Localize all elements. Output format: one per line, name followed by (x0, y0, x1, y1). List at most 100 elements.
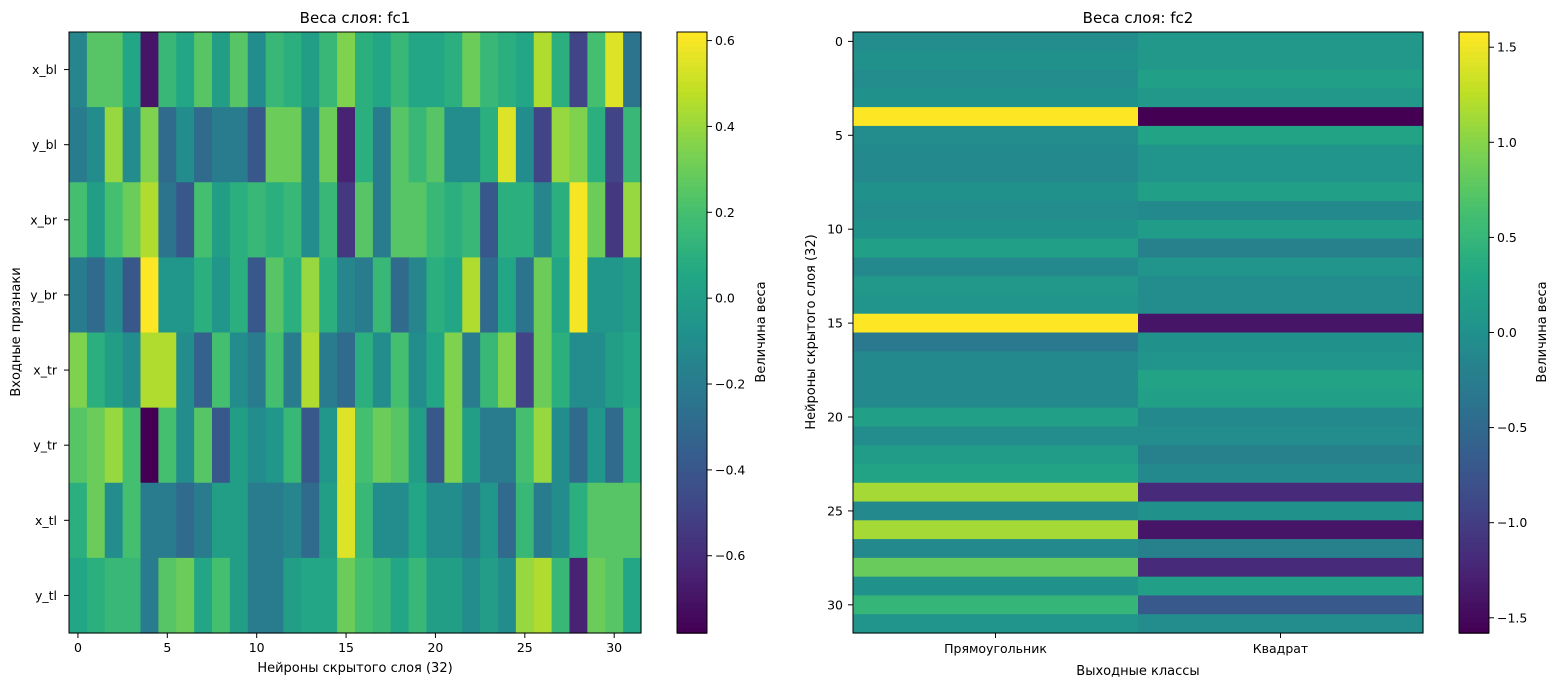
heatmap-cell (853, 238, 1139, 258)
heatmap-cell (69, 182, 88, 258)
colorbar-segment (677, 602, 707, 609)
colorbar-segment (1459, 392, 1489, 399)
colorbar-segment (677, 162, 707, 169)
heatmap-cell (853, 370, 1139, 390)
heatmap-cell (605, 257, 624, 334)
colorbar-segment (677, 237, 707, 244)
heatmap-cell (533, 332, 553, 409)
colorbar-segment (1459, 52, 1489, 58)
colorbar-segment (677, 192, 707, 199)
heatmap-cell (212, 407, 231, 484)
heatmap-cell (283, 332, 302, 409)
colorbar-segment (677, 107, 707, 113)
heatmap-cell (605, 557, 624, 634)
heatmap-cell (158, 557, 177, 634)
colorbar-segment (1459, 382, 1489, 389)
heatmap-cell (265, 407, 285, 484)
heatmap-cell (569, 107, 588, 183)
heatmap-cell (1138, 313, 1424, 334)
heatmap-cell (623, 182, 642, 258)
colorbar-segment (1459, 557, 1489, 564)
colorbar-segment (1459, 247, 1489, 254)
colorbar-segment (1459, 577, 1489, 584)
colorbar-segment (677, 352, 707, 359)
heatmap-cell (194, 182, 213, 258)
y-tick-label: 20 (827, 410, 843, 425)
heatmap-cell (390, 332, 410, 409)
colorbar-segment (677, 502, 707, 509)
colorbar-tick-label: −0.2 (715, 377, 745, 392)
x-tick-label: 5 (163, 640, 171, 655)
heatmap-cell (158, 107, 177, 183)
heatmap-cell (462, 407, 481, 484)
heatmap-cell (853, 482, 1139, 503)
heatmap-cell (1138, 238, 1424, 258)
heatmap-cell (569, 32, 588, 108)
heatmap-cell (462, 482, 481, 559)
colorbar-segment (1459, 617, 1489, 624)
colorbar-segment (1459, 222, 1489, 229)
colorbar-segment (1459, 297, 1489, 304)
x-tick-label: 0 (74, 640, 82, 655)
heatmap-cell (176, 482, 195, 559)
heatmap-cell (337, 482, 356, 559)
heatmap-cell (265, 182, 285, 258)
colorbar-segment (1459, 417, 1489, 424)
heatmap-cell (853, 219, 1139, 240)
y-tick-label: 5 (835, 128, 843, 143)
heatmap-cell (1138, 144, 1424, 165)
heatmap-cell (569, 182, 588, 258)
heatmap-cell (372, 332, 392, 409)
heatmap-cell (853, 125, 1139, 146)
colorbar-segment (677, 212, 707, 219)
x-tick-label: 25 (517, 640, 533, 655)
colorbar-segment (1459, 282, 1489, 289)
colorbar-segment (1459, 622, 1489, 629)
colorbar-segment (677, 117, 707, 123)
heatmap-cell (1138, 501, 1424, 521)
heatmap-cell (122, 557, 142, 634)
colorbar-segment (1459, 427, 1489, 434)
colorbar-segment (677, 452, 707, 459)
heatmap-cell (587, 257, 606, 334)
colorbar-segment (677, 72, 707, 78)
heatmap-cell (623, 332, 642, 409)
heatmap-cell (498, 482, 517, 559)
colorbar-segment (1459, 152, 1489, 159)
colorbar-segment (1459, 422, 1489, 429)
heatmap-cell (194, 332, 213, 409)
colorbar-segment (1459, 162, 1489, 169)
heatmap-cell (301, 482, 320, 559)
colorbar-segment (1459, 292, 1489, 299)
colorbar-segment (1459, 237, 1489, 244)
heatmap-cell (283, 32, 302, 108)
heatmap-cell (605, 32, 624, 108)
chart-fc1-heatmap (69, 32, 642, 634)
heatmap-cell (390, 32, 410, 108)
heatmap-cell (194, 407, 213, 484)
colorbar-segment (1459, 37, 1489, 43)
heatmap-cell (551, 482, 571, 559)
colorbar-segment (677, 517, 707, 524)
heatmap-cell (319, 182, 338, 258)
heatmap-cell (853, 557, 1139, 578)
heatmap-cell (623, 482, 642, 559)
heatmap-cell (390, 182, 410, 258)
colorbar-segment (1459, 512, 1489, 519)
heatmap-cell (853, 351, 1139, 371)
colorbar-segment (1459, 192, 1489, 199)
heatmap-cell (426, 257, 445, 334)
colorbar-segment (677, 532, 707, 539)
heatmap-cell (104, 257, 124, 334)
heatmap-cell (140, 257, 159, 334)
colorbar-segment (1459, 92, 1489, 98)
heatmap-cell (569, 257, 588, 334)
colorbar-segment (677, 472, 707, 479)
colorbar-segment (1459, 57, 1489, 63)
colorbar-segment (677, 292, 707, 299)
colorbar-segment (1459, 72, 1489, 78)
heatmap-cell (247, 557, 267, 634)
colorbar-segment (677, 607, 707, 614)
heatmap-cell (853, 182, 1139, 202)
heatmap-cell (426, 107, 445, 183)
